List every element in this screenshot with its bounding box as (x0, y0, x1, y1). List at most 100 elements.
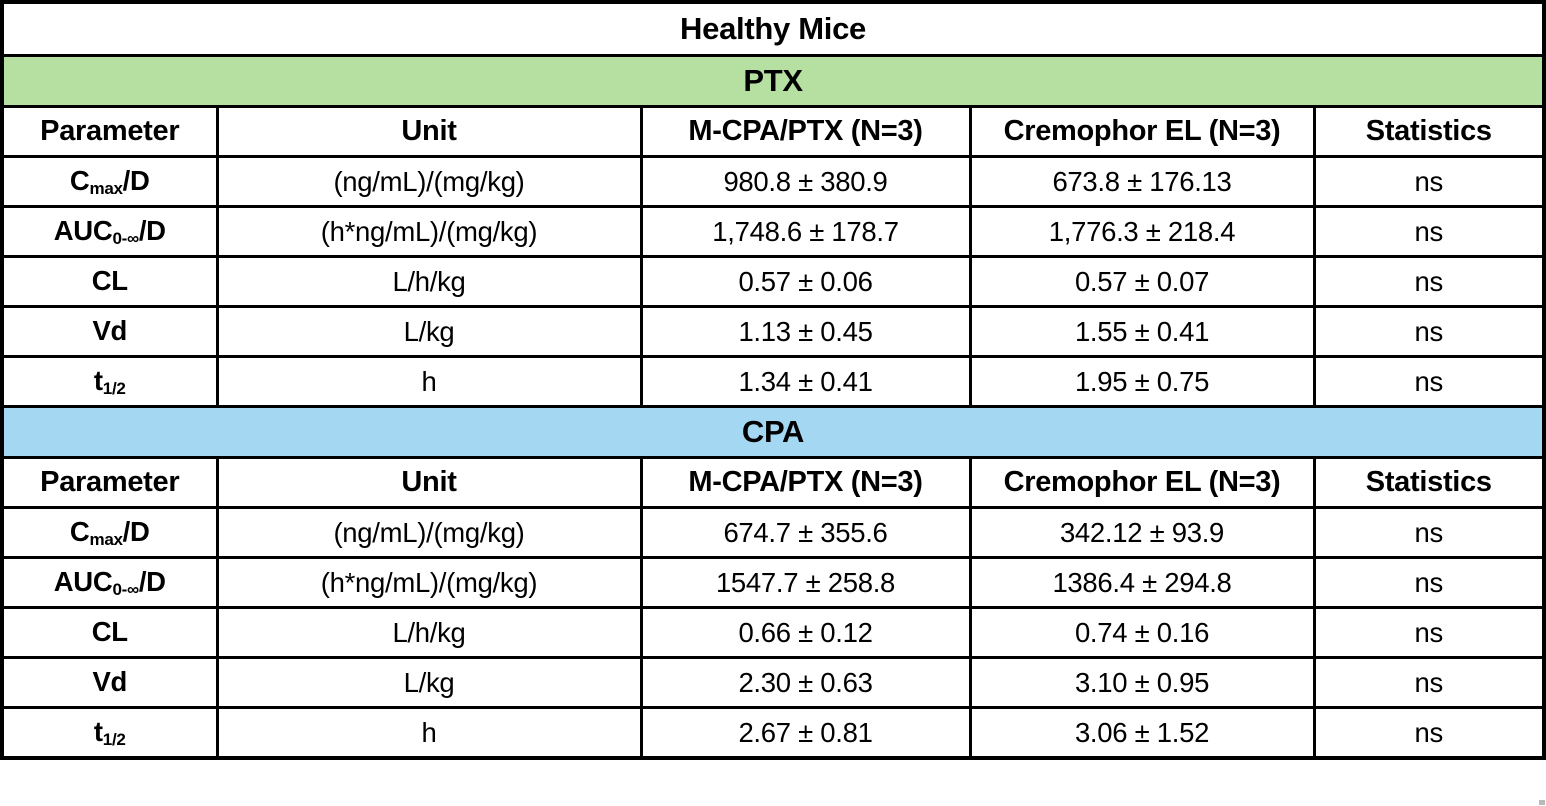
column-header-mcpa-ptx: M-CPA/PTX (N=3) (639, 105, 972, 158)
mcpa-ptx-value-cell: 0.57 ± 0.06 (639, 255, 972, 308)
param-cell: AUC0-∞/D (0, 205, 219, 258)
unit-cell: (h*ng/mL)/(mg/kg) (215, 556, 643, 609)
column-header-cremophor-el: Cremophor EL (N=3) (968, 105, 1316, 158)
mcpa-ptx-value-cell: 674.7 ± 355.6 (639, 506, 972, 559)
cremophor-el-value-cell: 1,776.3 ± 218.4 (968, 205, 1316, 258)
mcpa-ptx-value-cell: 2.67 ± 0.81 (639, 706, 972, 760)
mcpa-ptx-value-cell: 1,748.6 ± 178.7 (639, 205, 972, 258)
statistics-cell: ns (1312, 355, 1546, 408)
cremophor-el-value-cell: 1386.4 ± 294.8 (968, 556, 1316, 609)
param-cell: t1/2 (0, 355, 219, 408)
table-row-ptx-thalf: t1/2 h 1.34 ± 0.41 1.95 ± 0.75 ns (0, 355, 1546, 408)
param-suffix: /D (138, 214, 166, 246)
unit-cell: L/h/kg (215, 606, 643, 659)
param-suffix: /D (122, 515, 150, 547)
section-header-ptx: PTX (0, 54, 1546, 108)
pharmacokinetics-table: Healthy Mice PTX Parameter Unit M-CPA/PT… (0, 0, 1546, 760)
table-row-cpa-cl: CL L/h/kg 0.66 ± 0.12 0.74 ± 0.16 ns (0, 606, 1546, 659)
column-header-mcpa-ptx: M-CPA/PTX (N=3) (639, 456, 972, 509)
statistics-cell: ns (1312, 305, 1546, 358)
mcpa-ptx-value-cell: 980.8 ± 380.9 (639, 155, 972, 208)
ptx-column-header-row: Parameter Unit M-CPA/PTX (N=3) Cremophor… (0, 105, 1546, 158)
param-cell: Vd (0, 305, 219, 358)
cremophor-el-value-cell: 0.57 ± 0.07 (968, 255, 1316, 308)
param-suffix: /D (138, 565, 166, 597)
section-title-ptx: PTX (0, 54, 1546, 108)
param-cell: CL (0, 255, 219, 308)
cremophor-el-value-cell: 3.06 ± 1.52 (968, 706, 1316, 760)
param-cell: Cmax/D (0, 155, 219, 208)
param-base: AUC (53, 565, 113, 597)
statistics-cell: ns (1312, 656, 1546, 709)
column-header-unit: Unit (215, 105, 643, 158)
table-row-ptx-cl: CL L/h/kg 0.57 ± 0.06 0.57 ± 0.07 ns (0, 255, 1546, 308)
param-base: AUC (53, 214, 113, 246)
mcpa-ptx-value-cell: 2.30 ± 0.63 (639, 656, 972, 709)
mcpa-ptx-value-cell: 0.66 ± 0.12 (639, 606, 972, 659)
cremophor-el-value-cell: 1.55 ± 0.41 (968, 305, 1316, 358)
table-row-cpa-vd: Vd L/kg 2.30 ± 0.63 3.10 ± 0.95 ns (0, 656, 1546, 709)
unit-cell: (ng/mL)/(mg/kg) (215, 506, 643, 559)
table-title: Healthy Mice (0, 0, 1546, 57)
param-base: Vd (92, 314, 128, 346)
param-cell: t1/2 (0, 706, 219, 760)
param-suffix: /D (122, 164, 150, 196)
param-base: Vd (92, 665, 128, 697)
param-cell: Cmax/D (0, 506, 219, 559)
unit-cell: L/h/kg (215, 255, 643, 308)
page-corner-artifact (1539, 800, 1545, 805)
param-subscript: max (89, 529, 123, 549)
param-subscript: 0-∞ (112, 228, 139, 248)
unit-cell: (ng/mL)/(mg/kg) (215, 155, 643, 208)
table-row-cpa-auc: AUC0-∞/D (h*ng/mL)/(mg/kg) 1547.7 ± 258.… (0, 556, 1546, 609)
table-row-ptx-vd: Vd L/kg 1.13 ± 0.45 1.55 ± 0.41 ns (0, 305, 1546, 358)
table-row-ptx-auc: AUC0-∞/D (h*ng/mL)/(mg/kg) 1,748.6 ± 178… (0, 205, 1546, 258)
param-base: CL (91, 264, 128, 296)
param-base: CL (91, 615, 128, 647)
param-subscript: 1/2 (102, 378, 126, 398)
cremophor-el-value-cell: 1.95 ± 0.75 (968, 355, 1316, 408)
cremophor-el-value-cell: 342.12 ± 93.9 (968, 506, 1316, 559)
param-subscript: 1/2 (102, 729, 126, 749)
table-row-cpa-thalf: t1/2 h 2.67 ± 0.81 3.06 ± 1.52 ns (0, 706, 1546, 760)
param-base: C (69, 164, 90, 196)
statistics-cell: ns (1312, 255, 1546, 308)
column-header-cremophor-el: Cremophor EL (N=3) (968, 456, 1316, 509)
cpa-column-header-row: Parameter Unit M-CPA/PTX (N=3) Cremophor… (0, 456, 1546, 509)
table-row-cpa-cmax: Cmax/D (ng/mL)/(mg/kg) 674.7 ± 355.6 342… (0, 506, 1546, 559)
cremophor-el-value-cell: 3.10 ± 0.95 (968, 656, 1316, 709)
param-subscript: 0-∞ (112, 579, 139, 599)
param-cell: AUC0-∞/D (0, 556, 219, 609)
table-title-row: Healthy Mice (0, 0, 1546, 57)
mcpa-ptx-value-cell: 1.34 ± 0.41 (639, 355, 972, 408)
unit-cell: h (215, 355, 643, 408)
cremophor-el-value-cell: 673.8 ± 176.13 (968, 155, 1316, 208)
column-header-statistics: Statistics (1312, 456, 1546, 509)
param-base: t (93, 364, 103, 396)
param-cell: CL (0, 606, 219, 659)
statistics-cell: ns (1312, 506, 1546, 559)
column-header-statistics: Statistics (1312, 105, 1546, 158)
mcpa-ptx-value-cell: 1.13 ± 0.45 (639, 305, 972, 358)
param-cell: Vd (0, 656, 219, 709)
cremophor-el-value-cell: 0.74 ± 0.16 (968, 606, 1316, 659)
unit-cell: L/kg (215, 656, 643, 709)
param-subscript: max (89, 178, 123, 198)
column-header-parameter: Parameter (0, 105, 219, 158)
unit-cell: h (215, 706, 643, 760)
statistics-cell: ns (1312, 706, 1546, 760)
statistics-cell: ns (1312, 606, 1546, 659)
unit-cell: L/kg (215, 305, 643, 358)
unit-cell: (h*ng/mL)/(mg/kg) (215, 205, 643, 258)
statistics-cell: ns (1312, 205, 1546, 258)
statistics-cell: ns (1312, 556, 1546, 609)
section-header-cpa: CPA (0, 405, 1546, 459)
mcpa-ptx-value-cell: 1547.7 ± 258.8 (639, 556, 972, 609)
section-title-cpa: CPA (0, 405, 1546, 459)
statistics-cell: ns (1312, 155, 1546, 208)
column-header-parameter: Parameter (0, 456, 219, 509)
param-base: C (69, 515, 90, 547)
table-row-ptx-cmax: Cmax/D (ng/mL)/(mg/kg) 980.8 ± 380.9 673… (0, 155, 1546, 208)
column-header-unit: Unit (215, 456, 643, 509)
param-base: t (93, 715, 103, 747)
